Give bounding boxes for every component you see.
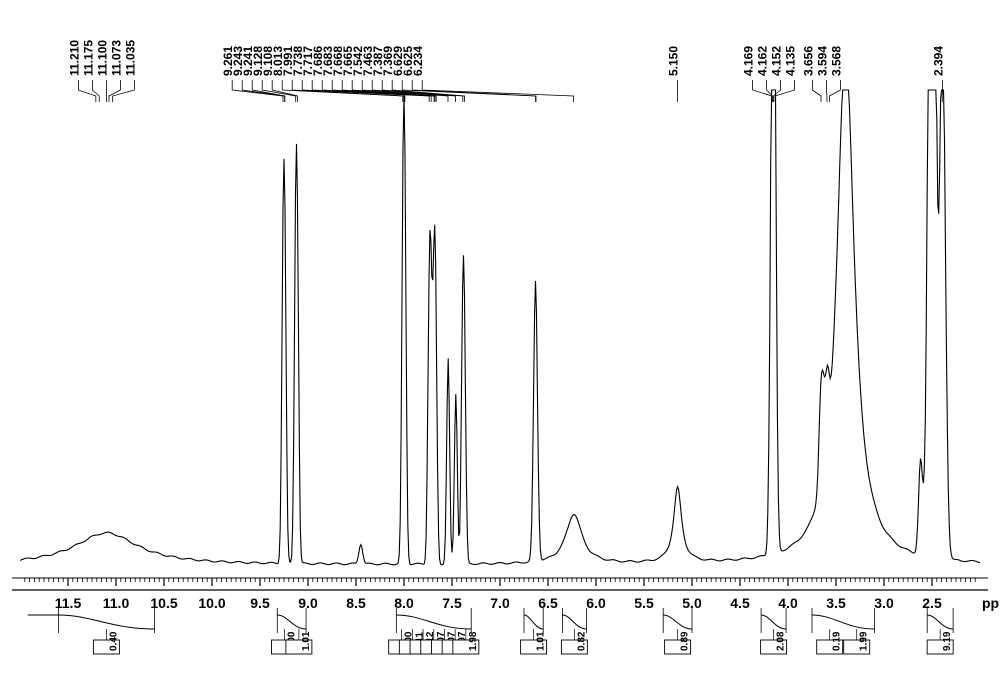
axis-tick-label: 7.0	[490, 595, 510, 611]
axis-tick-label: 3.0	[874, 595, 894, 611]
peak-label: 11.210	[67, 40, 81, 76]
peak-label: 11.035	[123, 40, 137, 76]
integral-label: 0.40	[108, 631, 119, 651]
axis-tick-label: 2.5	[922, 595, 942, 611]
integral-label: 1.01	[536, 631, 547, 651]
integral-label: 1.99	[859, 631, 870, 651]
integral-label: 0.19	[832, 631, 843, 651]
axis-tick-label: 11.0	[103, 595, 130, 611]
peak-label: 4.169	[742, 46, 756, 76]
nmr-spectrum: 11.511.010.510.09.59.08.58.07.57.06.56.0…	[0, 0, 1000, 689]
peak-label: 11.100	[95, 40, 109, 76]
axis-tick-label: 6.5	[538, 595, 558, 611]
integral-label: 0.82	[576, 631, 587, 651]
axis-tick-label: 4.0	[778, 595, 798, 611]
integral-label: 0.89	[680, 631, 691, 651]
axis-tick-label: 8.5	[346, 595, 366, 611]
axis-tick-label: 10.0	[198, 595, 225, 611]
peak-label: 3.656	[801, 46, 815, 76]
axis-tick-label: 7.5	[442, 595, 462, 611]
peak-label: 3.594	[815, 46, 829, 76]
integral-label: 2.08	[776, 631, 787, 651]
peak-label: 5.150	[667, 46, 681, 76]
integral-label: 1.98	[468, 631, 479, 651]
peak-label: 4.162	[756, 46, 770, 76]
axis-tick-label: 6.0	[586, 595, 606, 611]
axis-tick-label: 4.5	[730, 595, 750, 611]
axis-tick-label: 8.0	[394, 595, 414, 611]
axis-label: ppm	[982, 595, 1000, 611]
peak-label: 4.152	[770, 46, 784, 76]
axis-tick-label: 9.0	[298, 595, 318, 611]
axis-tick-label: 3.5	[826, 595, 846, 611]
peak-label: 4.135	[784, 46, 798, 76]
peak-label: 6.234	[411, 46, 425, 76]
peak-label: 3.568	[829, 46, 843, 76]
peak-label: 11.175	[81, 40, 95, 76]
peak-label: 11.073	[109, 40, 123, 76]
integral-label: 9.19	[942, 631, 953, 651]
integral-label: 1.01	[301, 631, 312, 651]
axis-tick-label: 5.5	[634, 595, 654, 611]
peak-label: 2.394	[932, 46, 946, 76]
axis-tick-label: 9.5	[250, 595, 270, 611]
